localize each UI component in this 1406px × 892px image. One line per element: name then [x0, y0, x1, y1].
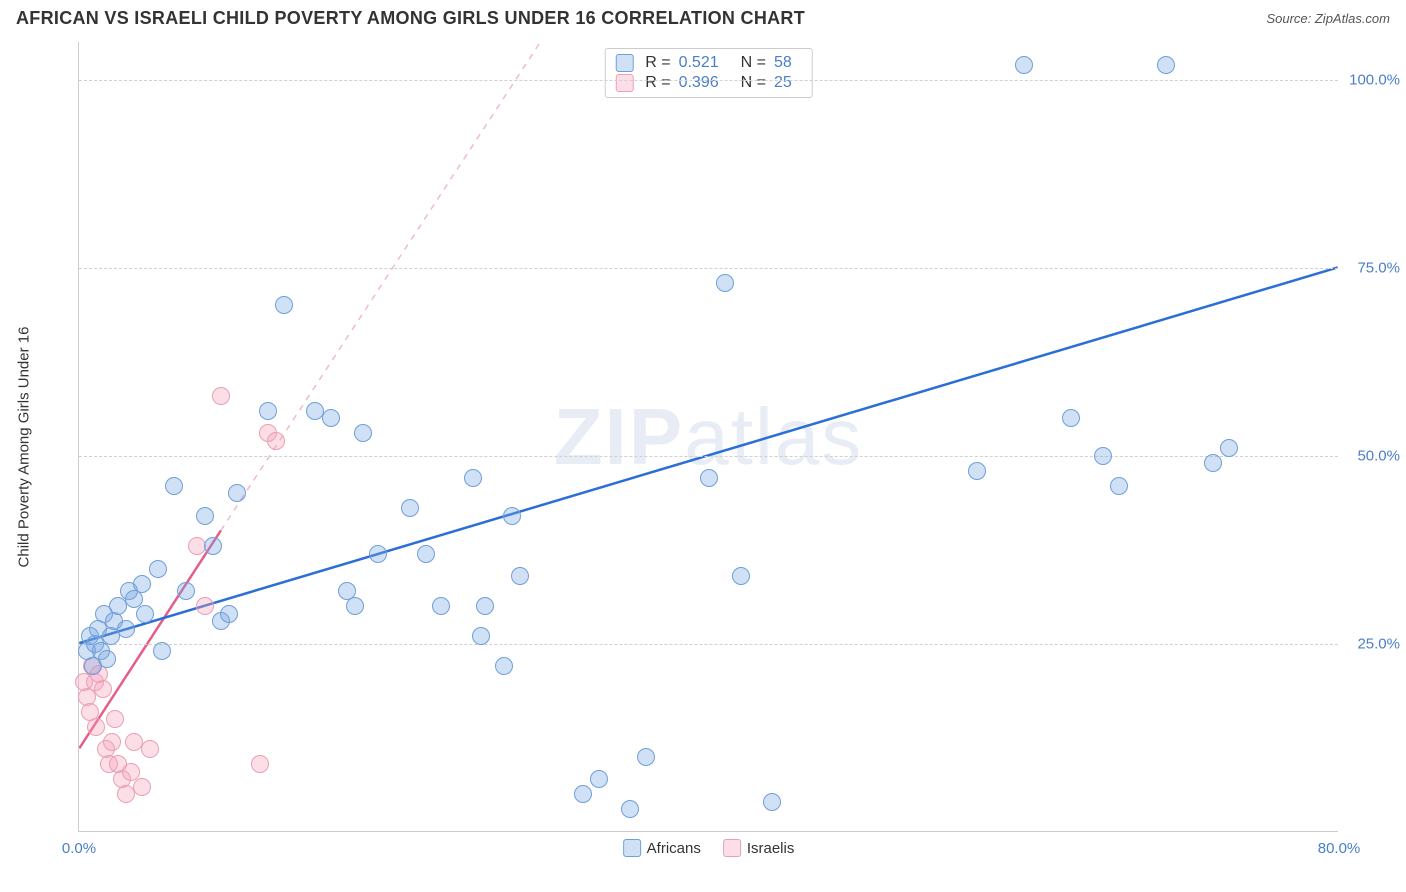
r-label: R =: [645, 54, 670, 72]
legend-label-africans: Africans: [647, 840, 701, 857]
data-point-africans: [476, 597, 494, 615]
data-point-africans: [196, 507, 214, 525]
data-point-africans: [177, 582, 195, 600]
n-label: N =: [741, 74, 766, 92]
data-point-africans: [117, 620, 135, 638]
data-point-africans: [228, 484, 246, 502]
source-prefix: Source:: [1266, 11, 1314, 26]
data-point-africans: [1094, 447, 1112, 465]
source-name: ZipAtlas.com: [1315, 11, 1390, 26]
data-point-africans: [220, 605, 238, 623]
r-label: R =: [645, 74, 670, 92]
data-point-africans: [716, 274, 734, 292]
data-point-africans: [417, 545, 435, 563]
xtick-label: 80.0%: [1318, 840, 1361, 857]
data-point-africans: [1157, 56, 1175, 74]
n-label: N =: [741, 54, 766, 72]
data-point-africans: [1220, 439, 1238, 457]
data-point-africans: [464, 469, 482, 487]
data-point-africans: [136, 605, 154, 623]
legend-stats-box: R = 0.521 N = 58 R = 0.396 N = 25: [604, 48, 813, 98]
data-point-africans: [621, 800, 639, 818]
legend-item-israelis: Israelis: [723, 839, 795, 857]
legend-label-israelis: Israelis: [747, 840, 795, 857]
data-point-israelis: [141, 740, 159, 758]
legend-swatch-africans: [623, 839, 641, 857]
ytick-label: 50.0%: [1357, 447, 1400, 464]
data-point-israelis: [103, 733, 121, 751]
data-point-africans: [149, 560, 167, 578]
gridline: [79, 80, 1338, 81]
data-point-africans: [503, 507, 521, 525]
r-value-africans: 0.521: [679, 54, 719, 72]
data-point-africans: [700, 469, 718, 487]
data-point-israelis: [94, 680, 112, 698]
data-point-africans: [165, 477, 183, 495]
data-point-africans: [495, 657, 513, 675]
xtick-label: 0.0%: [62, 840, 96, 857]
y-axis-label: Child Poverty Among Girls Under 16: [16, 327, 33, 568]
watermark-zip: ZIP: [554, 392, 684, 481]
legend-series: Africans Israelis: [623, 839, 795, 857]
gridline: [79, 268, 1338, 269]
legend-stats-row-israelis: R = 0.396 N = 25: [615, 73, 802, 93]
data-point-africans: [637, 748, 655, 766]
ytick-label: 100.0%: [1349, 71, 1400, 88]
data-point-africans: [574, 785, 592, 803]
data-point-africans: [1062, 409, 1080, 427]
legend-swatch-israelis: [615, 74, 633, 92]
data-point-africans: [204, 537, 222, 555]
data-point-africans: [98, 650, 116, 668]
data-point-africans: [369, 545, 387, 563]
data-point-africans: [1015, 56, 1033, 74]
data-point-africans: [968, 462, 986, 480]
legend-swatch-israelis: [723, 839, 741, 857]
n-value-israelis: 25: [774, 74, 792, 92]
data-point-africans: [133, 575, 151, 593]
chart-container: Child Poverty Among Girls Under 16 ZIPat…: [54, 42, 1394, 852]
data-point-africans: [432, 597, 450, 615]
data-point-africans: [275, 296, 293, 314]
source-attribution: Source: ZipAtlas.com: [1266, 11, 1390, 26]
data-point-israelis: [106, 710, 124, 728]
data-point-israelis: [251, 755, 269, 773]
data-point-africans: [511, 567, 529, 585]
data-point-africans: [1204, 454, 1222, 472]
data-point-africans: [153, 642, 171, 660]
data-point-africans: [763, 793, 781, 811]
data-point-israelis: [133, 778, 151, 796]
data-point-israelis: [267, 432, 285, 450]
legend-swatch-africans: [615, 54, 633, 72]
gridline: [79, 456, 1338, 457]
data-point-africans: [1110, 477, 1128, 495]
watermark-atlas: atlas: [684, 392, 863, 481]
data-point-africans: [401, 499, 419, 517]
r-value-israelis: 0.396: [679, 74, 719, 92]
data-point-israelis: [87, 718, 105, 736]
data-point-africans: [354, 424, 372, 442]
legend-item-africans: Africans: [623, 839, 701, 857]
data-point-africans: [732, 567, 750, 585]
plot-area: ZIPatlas R = 0.521 N = 58 R = 0.396 N = …: [78, 42, 1338, 832]
data-point-israelis: [196, 597, 214, 615]
data-point-africans: [346, 597, 364, 615]
data-point-israelis: [212, 387, 230, 405]
n-value-africans: 58: [774, 54, 792, 72]
data-point-africans: [590, 770, 608, 788]
legend-stats-row-africans: R = 0.521 N = 58: [615, 53, 802, 73]
gridline: [79, 644, 1338, 645]
header: AFRICAN VS ISRAELI CHILD POVERTY AMONG G…: [0, 0, 1406, 33]
data-point-africans: [322, 409, 340, 427]
data-point-africans: [472, 627, 490, 645]
ytick-label: 25.0%: [1357, 635, 1400, 652]
chart-title: AFRICAN VS ISRAELI CHILD POVERTY AMONG G…: [16, 8, 805, 29]
ytick-label: 75.0%: [1357, 259, 1400, 276]
data-point-africans: [259, 402, 277, 420]
